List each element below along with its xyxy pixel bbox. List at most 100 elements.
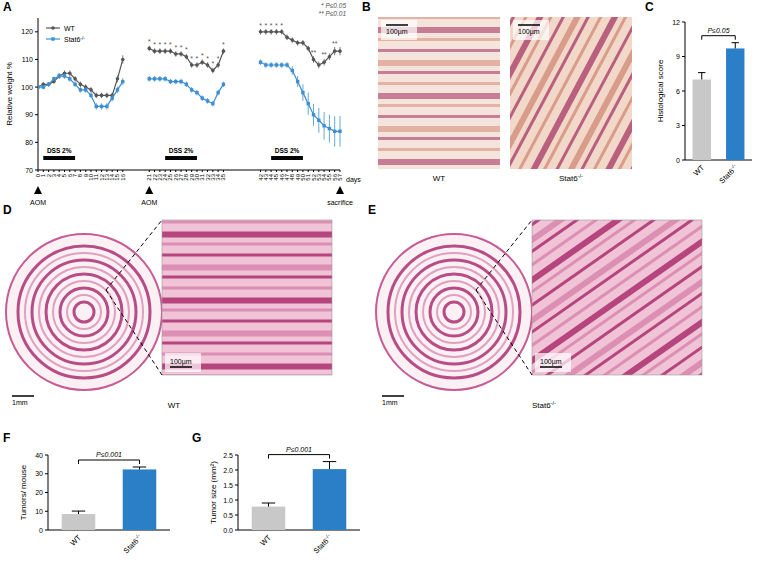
x-tick-label: 35	[220, 173, 226, 180]
colon-layer	[437, 295, 471, 329]
marker	[317, 119, 320, 122]
tissue-band	[378, 159, 500, 165]
x-tick	[64, 170, 65, 172]
y-tick-label: 0	[676, 157, 680, 164]
tissue-band	[162, 298, 332, 304]
tissue-band	[563, 17, 632, 169]
marker	[169, 80, 172, 83]
marker	[280, 63, 283, 66]
x-tick	[80, 170, 81, 172]
x-tick	[53, 170, 54, 172]
x-axis-label: days	[346, 176, 361, 184]
y-tick	[45, 492, 48, 493]
figure: ABCDEFG708090100110120012345678910111213…	[0, 0, 760, 580]
scale-bar-label: 100µm	[518, 28, 540, 36]
y-tick-label: 110	[22, 56, 33, 63]
tissue-band	[378, 137, 500, 140]
marker	[79, 83, 83, 87]
marker	[306, 47, 310, 51]
marker	[89, 88, 93, 92]
marker	[163, 77, 166, 80]
x-tick	[302, 170, 303, 172]
marker	[201, 96, 204, 99]
x-tick-label: Stat6-/-	[717, 162, 740, 185]
marker	[216, 91, 219, 94]
y-tick-label: 0.0	[223, 527, 233, 534]
tissue-band	[572, 17, 632, 169]
tissue-band	[378, 126, 500, 132]
x-tick	[175, 170, 176, 172]
x-tick	[75, 170, 76, 172]
tissue-band	[162, 232, 332, 238]
tissue-band	[378, 148, 500, 151]
event-label: AOM	[141, 199, 157, 206]
tissue-band	[162, 254, 332, 257]
marker	[158, 77, 161, 80]
y-axis-label: Relative weight %	[5, 62, 14, 126]
scale-bar	[518, 24, 540, 26]
marker	[211, 102, 214, 105]
image-caption: Stat6-/-	[532, 400, 556, 410]
marker	[206, 99, 209, 102]
significance-mark: **	[311, 49, 317, 56]
marker	[73, 77, 77, 81]
y-tick	[35, 87, 38, 88]
marker	[275, 30, 279, 34]
colon-layer	[39, 267, 129, 357]
significance-mark: *	[280, 22, 283, 29]
marker	[328, 55, 332, 59]
x-tick	[308, 170, 309, 172]
marker	[63, 74, 66, 77]
marker	[158, 49, 162, 53]
y-tick-label: 6	[676, 88, 680, 95]
x-tick	[207, 170, 208, 172]
tissue-band	[162, 320, 332, 323]
y-tick	[235, 515, 238, 516]
event-arrow	[34, 186, 42, 194]
tissue-band	[162, 287, 332, 290]
marker	[312, 113, 315, 116]
y-tick-label: 80	[25, 139, 33, 146]
tissue-band	[532, 220, 702, 375]
x-tick	[154, 170, 155, 172]
scale-bar	[540, 366, 562, 368]
plot-area	[693, 43, 745, 160]
colon-layer	[67, 295, 101, 329]
scale-bar-bg	[381, 20, 417, 40]
x-tick	[165, 170, 166, 172]
marker	[285, 63, 288, 66]
histology-image	[532, 220, 702, 375]
tissue-band	[378, 49, 500, 52]
marker	[190, 88, 193, 91]
x-tick-label: Stat6-/-	[121, 532, 144, 555]
plot-area	[62, 467, 157, 530]
significance-key: ** P≤0.01	[319, 10, 347, 17]
superscript: -/-	[80, 35, 85, 40]
x-tick-label: Stat6-/-	[311, 532, 334, 555]
bar	[62, 514, 96, 530]
tissue-band	[602, 17, 632, 169]
marker	[328, 127, 331, 130]
x-tick	[202, 170, 203, 172]
marker	[312, 58, 316, 62]
zoom-guide	[476, 220, 532, 375]
x-tick	[318, 170, 319, 172]
tissue-band	[162, 243, 332, 246]
y-tick-label: 10	[35, 508, 43, 515]
colon-layer	[430, 288, 478, 336]
significance-mark: *	[201, 52, 204, 59]
panel-label: D	[3, 203, 12, 217]
event-arrow	[336, 186, 344, 194]
x-tick	[212, 170, 213, 172]
tissue-band	[582, 17, 632, 169]
x-tick	[191, 170, 192, 172]
marker	[190, 63, 194, 67]
tissue-band	[378, 115, 500, 118]
error-bar	[72, 511, 85, 514]
treatment-bar	[271, 156, 303, 160]
tissue-band	[162, 309, 332, 312]
y-tick	[235, 485, 238, 486]
marker	[38, 85, 40, 88]
marker	[94, 94, 98, 98]
tissue-band	[543, 17, 632, 169]
